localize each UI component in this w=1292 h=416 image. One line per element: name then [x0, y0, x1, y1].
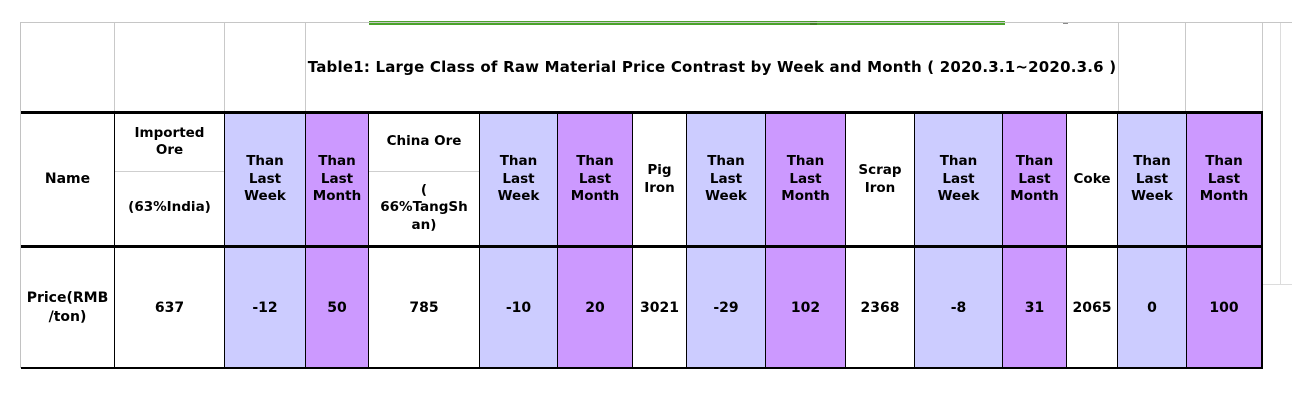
- price-row-label: Price(RMB /ton): [26, 290, 109, 325]
- header-scrap-iron: Scrap Iron: [846, 114, 915, 245]
- imported-ore-price-cell: 637: [115, 248, 225, 367]
- price-contrast-table: Table1: Large Class of Raw Material Pric…: [20, 22, 1263, 369]
- header-than-last-week-imported-ore: Than Last Week: [225, 114, 306, 245]
- scrap-iron-price-cell: 2368: [846, 248, 915, 367]
- header-than-last-month-china-ore: Than Last Month: [558, 114, 633, 245]
- header-than-last-week-coke: Than Last Week: [1118, 114, 1187, 245]
- header-name: Name: [21, 114, 115, 245]
- gridline-outside-right: [1280, 23, 1281, 285]
- imported-ore-sub-label: (63%India): [128, 199, 211, 216]
- scrap-iron-month-diff-cell: 31: [1003, 248, 1067, 367]
- price-row-label-cell: Price(RMB /ton): [21, 248, 115, 367]
- gridline-tick: [1063, 22, 1068, 24]
- imported-ore-week-diff-cell: -12: [225, 248, 306, 367]
- header-than-last-month-pig-iron: Than Last Month: [766, 114, 846, 245]
- china-ore-sub-label: ( 66%TangSh an): [380, 181, 468, 234]
- pig-iron-week-diff-cell: -29: [687, 248, 766, 367]
- header-than-last-week-china-ore: Than Last Week: [480, 114, 558, 245]
- header-china-ore: China Ore ( 66%TangSh an): [369, 114, 480, 245]
- header-than-last-week-pig-iron: Than Last Week: [687, 114, 766, 245]
- title-row-empty-cell: [1119, 23, 1186, 111]
- coke-week-diff-cell: 0: [1118, 248, 1187, 367]
- china-ore-week-diff-cell: -10: [480, 248, 558, 367]
- header-than-last-month-imported-ore: Than Last Month: [306, 114, 369, 245]
- header-row: Name Imported Ore (63%India) Than Last W…: [21, 114, 1263, 248]
- title-row-empty-cell: [1186, 23, 1263, 111]
- price-row: Price(RMB /ton) 637 -12 50 785 -10 20 30…: [21, 248, 1263, 369]
- imported-ore-month-diff-cell: 50: [306, 248, 369, 367]
- green-accent-line: [369, 21, 1005, 25]
- china-ore-month-diff-cell: 20: [558, 248, 633, 367]
- green-accent-line-notch: [810, 21, 817, 25]
- header-than-last-month-coke: Than Last Month: [1187, 114, 1263, 245]
- header-pig-iron: Pig Iron: [633, 114, 687, 245]
- table-title: Table1: Large Class of Raw Material Pric…: [307, 58, 1117, 76]
- gridline-top-right: [1263, 22, 1292, 23]
- coke-month-diff-cell: 100: [1187, 248, 1263, 367]
- pig-iron-price-cell: 3021: [633, 248, 687, 367]
- title-row-empty-cell: [115, 23, 225, 111]
- header-imported-ore: Imported Ore (63%India): [115, 114, 225, 245]
- title-row-empty-cell: [21, 23, 115, 111]
- table-title-cell: Table1: Large Class of Raw Material Pric…: [306, 23, 1119, 111]
- pig-iron-month-diff-cell: 102: [766, 248, 846, 367]
- china-ore-price-cell: 785: [369, 248, 480, 367]
- china-ore-label: China Ore: [386, 133, 462, 150]
- scrap-iron-week-diff-cell: -8: [915, 248, 1003, 367]
- coke-price-cell: 2065: [1067, 248, 1118, 367]
- title-row: Table1: Large Class of Raw Material Pric…: [21, 23, 1263, 114]
- imported-ore-label: Imported Ore: [134, 124, 205, 159]
- title-row-empty-cell: [225, 23, 306, 111]
- gridline-outside-bottom: [1263, 284, 1292, 285]
- header-than-last-week-scrap-iron: Than Last Week: [915, 114, 1003, 245]
- header-than-last-month-scrap-iron: Than Last Month: [1003, 114, 1067, 245]
- header-coke: Coke: [1067, 114, 1118, 245]
